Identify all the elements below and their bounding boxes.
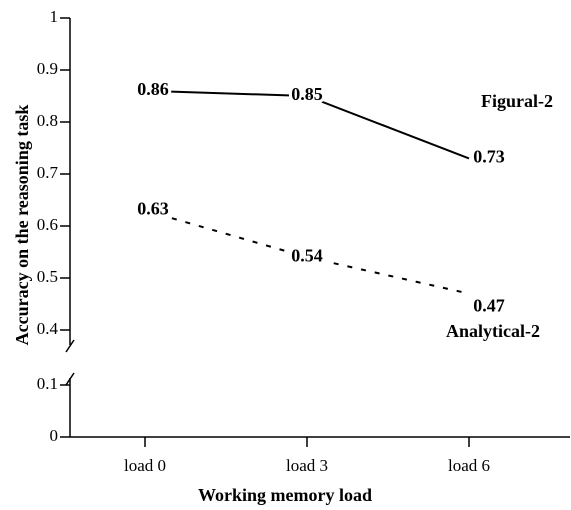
axis-break [65,339,75,353]
y-tick-label: 0.8 [37,111,58,130]
data-label: 0.47 [473,296,505,316]
y-tick-label: 0.5 [37,267,58,286]
series-name: Analytical-2 [446,321,540,341]
data-label: 0.73 [473,147,505,167]
y-axis-title: Accuracy on the reasoning task [12,105,32,346]
axis-break [65,372,75,386]
x-tick-label: load 3 [286,456,328,475]
series-line [144,89,470,160]
data-label: 0.86 [137,79,169,99]
data-label: 0.54 [291,245,323,265]
x-axis-title: Working memory load [198,485,372,505]
x-tick-label: load 0 [124,456,166,475]
y-tick-label: 0.4 [37,319,59,338]
y-tick-label: 0.9 [37,59,58,78]
y-tick-label: 0.6 [37,215,58,234]
y-tick-label: 0.7 [37,163,59,182]
series-line [144,209,470,295]
y-tick-label: 0 [50,426,59,445]
data-label: 0.63 [137,199,169,219]
data-label: 0.85 [291,84,323,104]
x-tick-label: load 6 [448,456,490,475]
y-tick-label: 1 [50,7,59,26]
y-tick-label: 0.1 [37,374,58,393]
series-name: Figural-2 [481,91,553,111]
